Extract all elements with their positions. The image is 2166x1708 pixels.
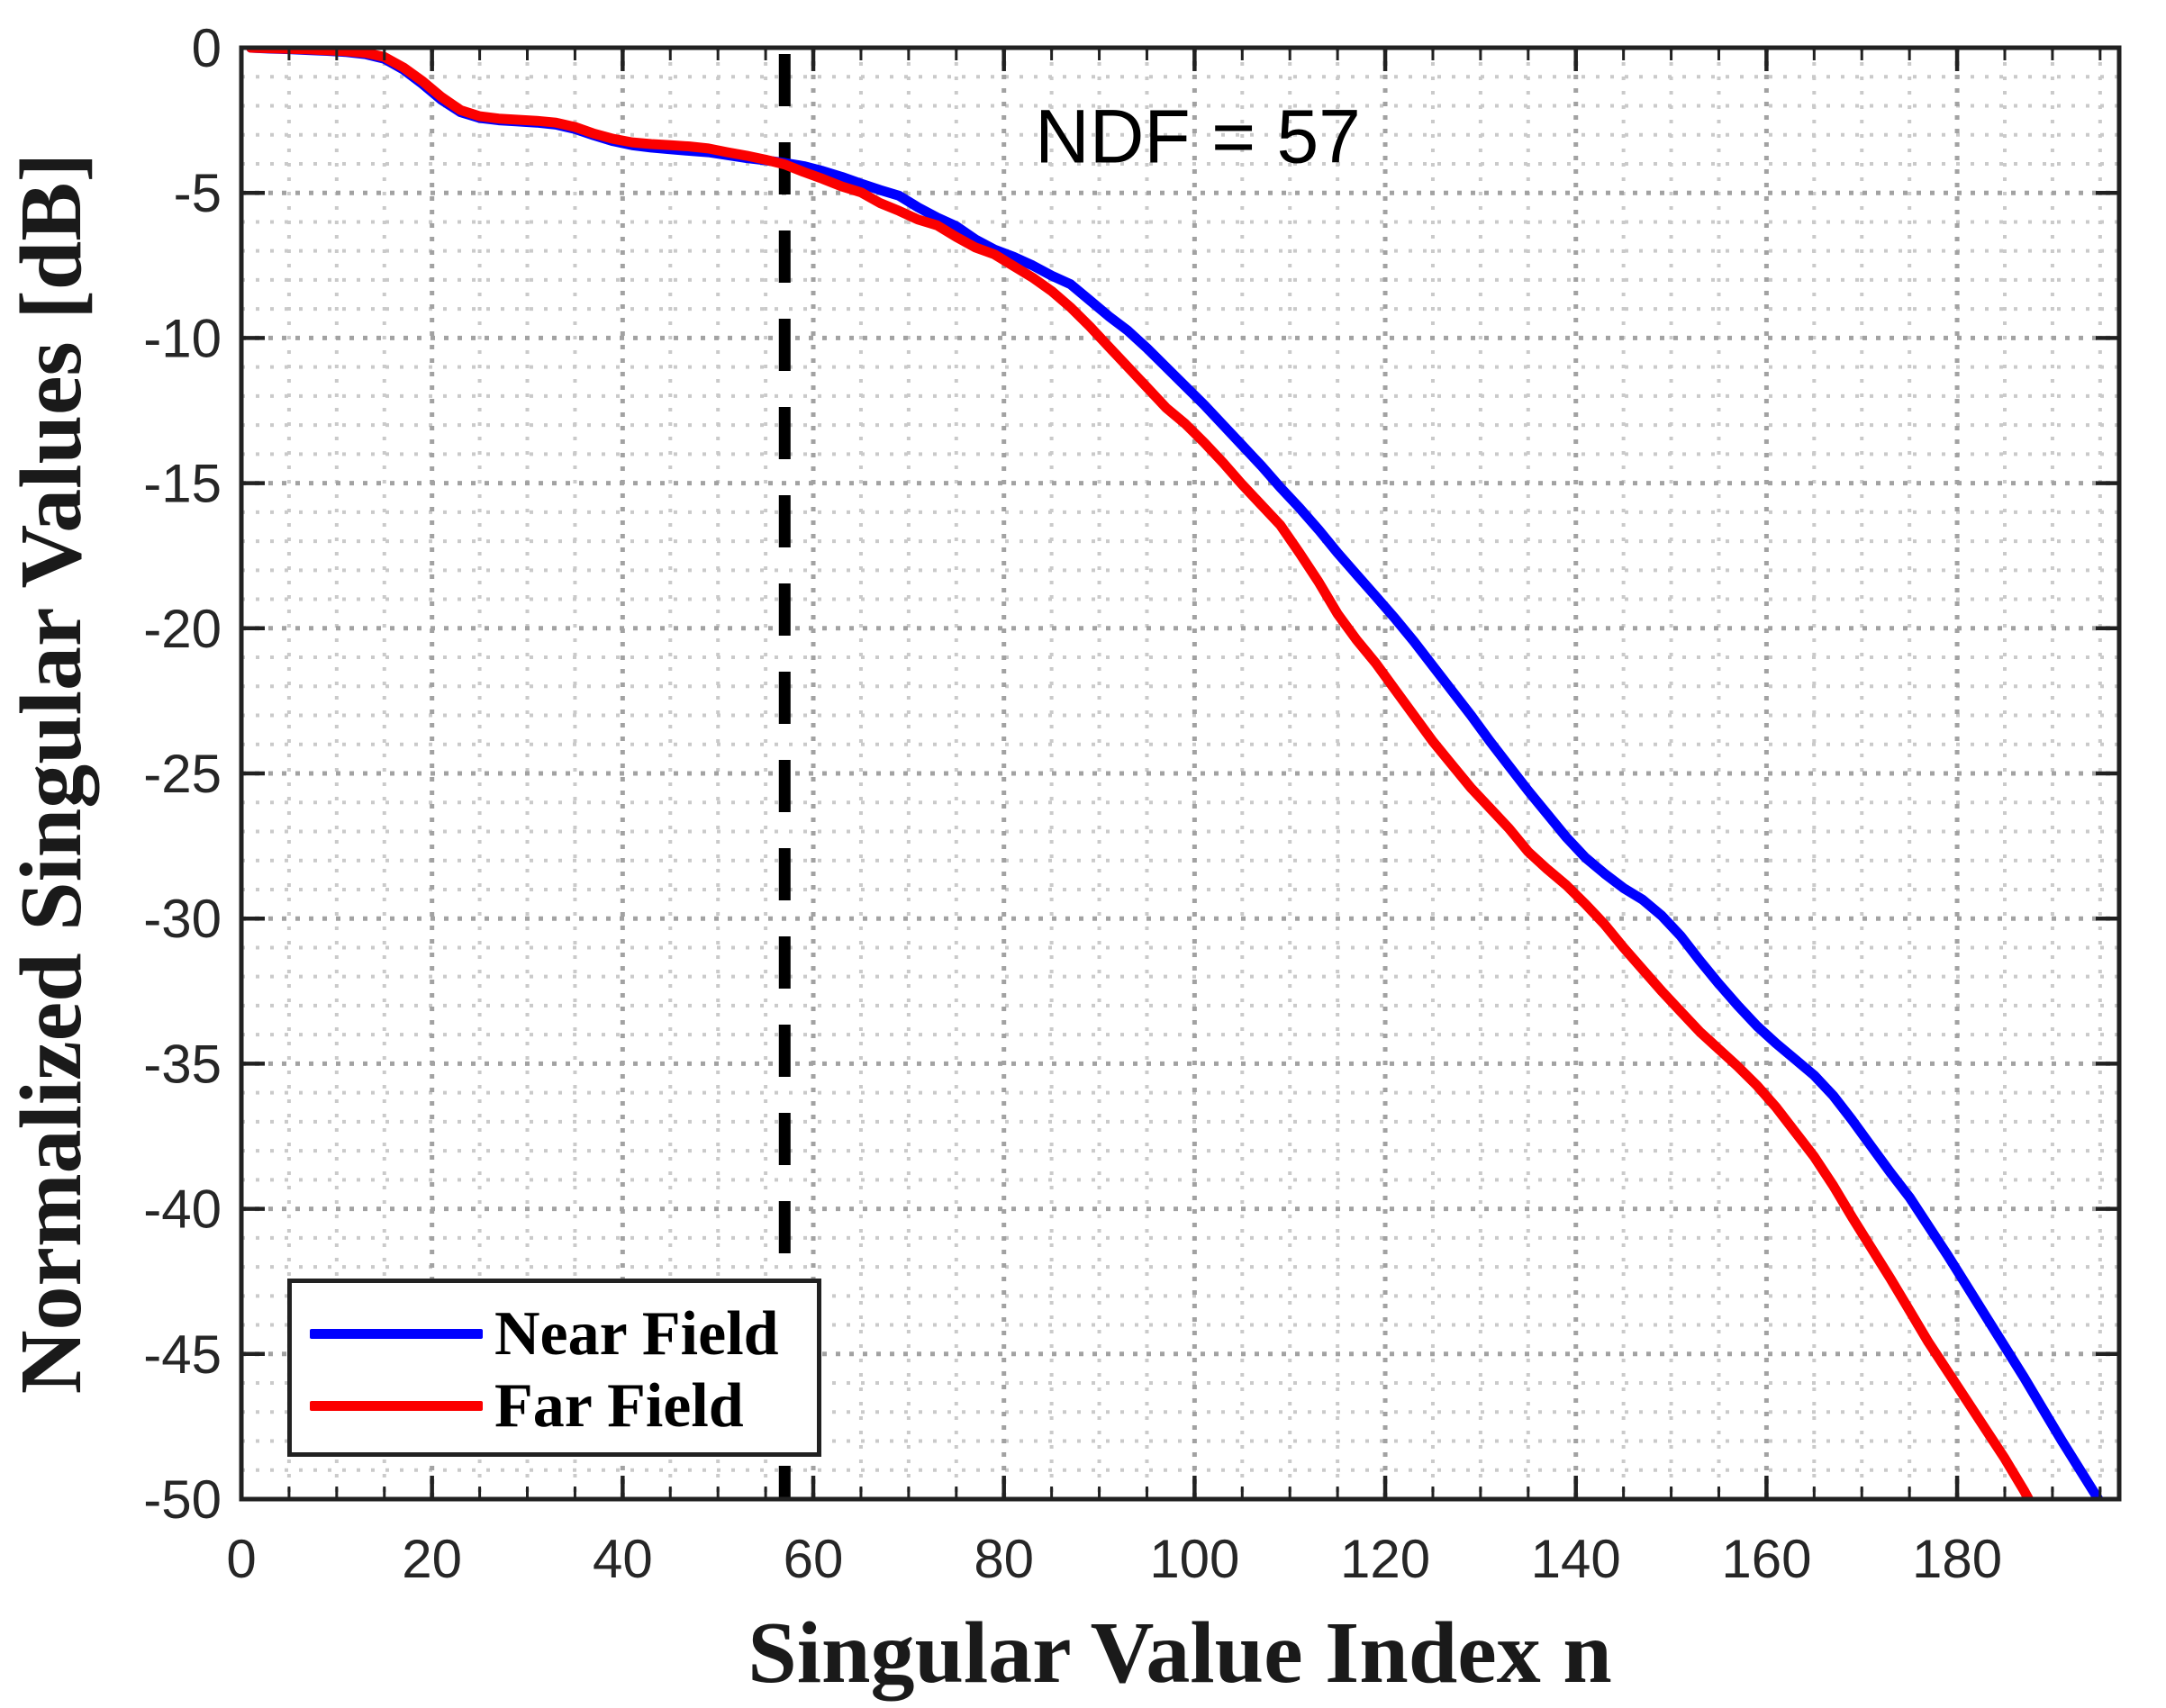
svg-text:100: 100 <box>1149 1529 1239 1589</box>
svg-text:-40: -40 <box>143 1179 222 1240</box>
ndf-annotation: NDF = 57 <box>1035 94 1361 179</box>
svg-text:-10: -10 <box>143 308 222 368</box>
x-axis-title: Singular Value Index n <box>748 1604 1612 1702</box>
axis-ticks <box>239 45 2119 1502</box>
svg-text:120: 120 <box>1340 1529 1430 1589</box>
svg-text:20: 20 <box>402 1529 462 1589</box>
far-field-line-sample <box>310 1401 483 1411</box>
svg-text:40: 40 <box>593 1529 653 1589</box>
svg-text:-30: -30 <box>143 889 222 949</box>
minor-grid <box>241 48 2119 1499</box>
legend-label-near-field: Near Field <box>494 1299 779 1369</box>
legend-label-far-field: Far Field <box>494 1371 744 1441</box>
legend: Near Field Far Field <box>287 1279 821 1457</box>
svg-text:-5: -5 <box>174 163 222 223</box>
svg-text:60: 60 <box>784 1529 844 1589</box>
x-tick-labels: 0 20 40 60 80 100 120 140 160 180 <box>226 1529 2002 1589</box>
svg-text:-25: -25 <box>143 744 222 804</box>
svg-text:-35: -35 <box>143 1034 222 1094</box>
near-field-line-sample <box>310 1329 483 1339</box>
svg-text:180: 180 <box>1912 1529 2002 1589</box>
svg-text:-15: -15 <box>143 454 222 514</box>
svg-text:-20: -20 <box>143 599 222 659</box>
svg-text:80: 80 <box>974 1529 1034 1589</box>
y-tick-labels: 0 -5 -10 -15 -20 -25 -30 -35 -40 -45 -50 <box>143 18 222 1530</box>
y-axis-title: Normalized Singular Values [dB] <box>3 152 100 1395</box>
svg-text:-45: -45 <box>143 1324 222 1385</box>
svg-text:0: 0 <box>192 18 222 78</box>
far-field-line <box>246 48 2035 1499</box>
svg-text:-50: -50 <box>143 1469 222 1530</box>
svg-text:140: 140 <box>1531 1529 1621 1589</box>
svg-text:160: 160 <box>1721 1529 1811 1589</box>
svg-text:0: 0 <box>226 1529 256 1589</box>
